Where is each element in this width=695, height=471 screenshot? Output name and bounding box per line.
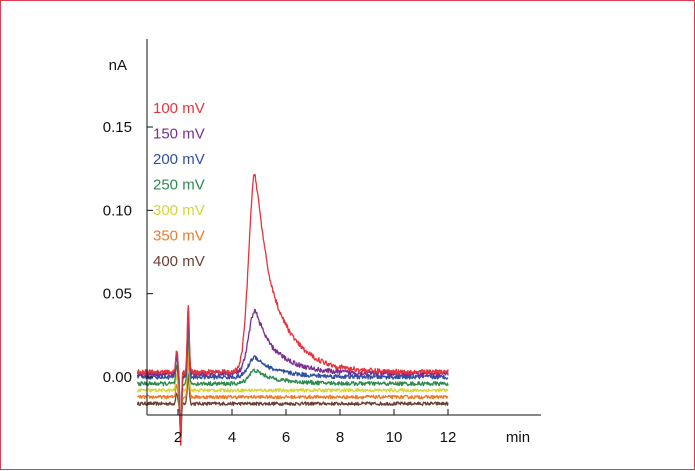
y-tick-label: 0.10 [103, 202, 132, 219]
legend: 100 mV 150 mV 200 mV 250 mV 300 mV 350 mV 400 … [153, 100, 205, 270]
y-axis-unit-label: nA [109, 57, 127, 74]
legend-entry: 350 mV [153, 228, 205, 245]
x-axis-unit-label: min [506, 429, 530, 446]
legend-entry: 400 mV [153, 253, 205, 270]
legend-entry: 250 mV [153, 177, 205, 194]
y-tick-label: 0.05 [103, 286, 132, 303]
legend-entry: 150 mV [153, 126, 205, 143]
series-line-200-mv [136, 320, 449, 439]
y-tick-label: 0.00 [103, 369, 132, 386]
series-line-100-mv [136, 173, 449, 446]
x-tick-label: 12 [440, 429, 457, 446]
legend-entry: 300 mV [153, 202, 205, 219]
series-line-300-mv [136, 345, 449, 440]
y-tick-label: 0.15 [103, 119, 132, 136]
series-layer [136, 173, 449, 446]
legend-entry: 100 mV [153, 100, 205, 117]
x-tick-label: 4 [228, 429, 236, 446]
series-line-250-mv [136, 331, 449, 438]
x-tick-label: 2 [174, 429, 182, 446]
axes-layer: 0.15 0.10 0.05 0.00 nA 2 4 6 8 10 12 min [103, 39, 541, 446]
legend-entry: 200 mV [153, 151, 205, 168]
x-tick-label: 8 [336, 429, 344, 446]
x-tick-label: 6 [282, 429, 290, 446]
x-tick-label: 10 [386, 429, 403, 446]
